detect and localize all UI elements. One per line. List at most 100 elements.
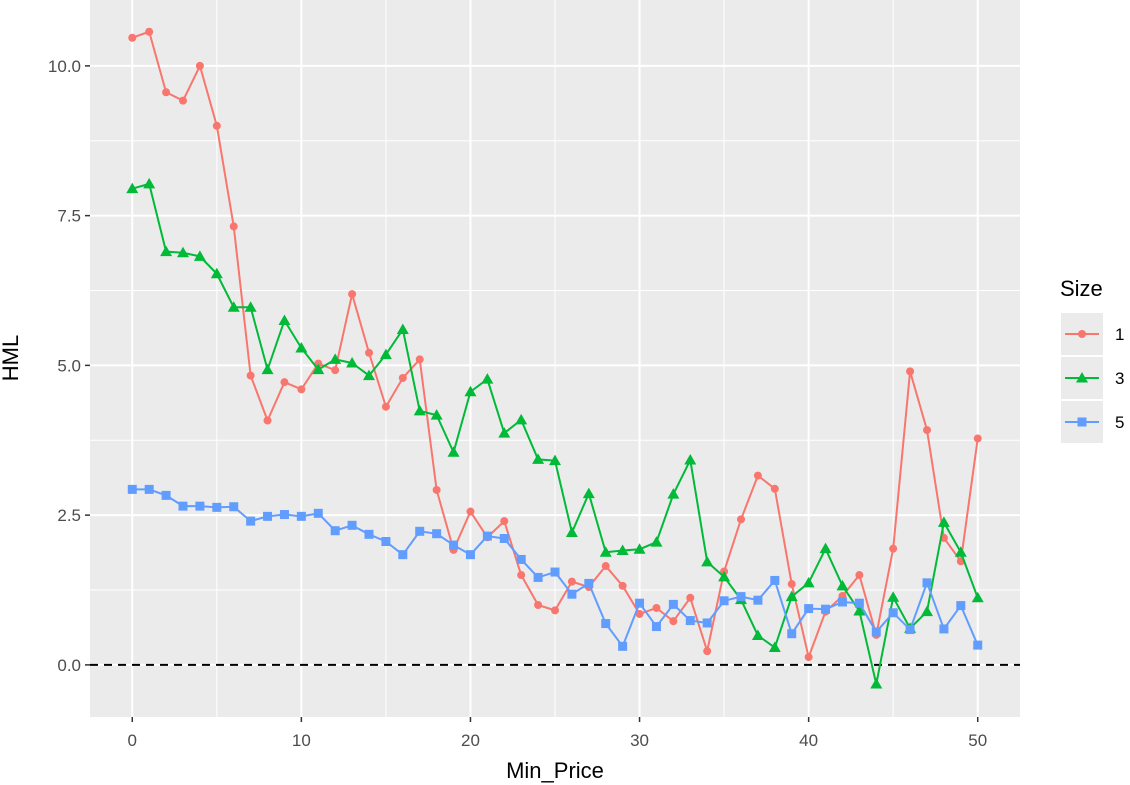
data-point-size-5	[618, 641, 628, 651]
data-point-size-1	[128, 33, 137, 42]
data-point-size-3	[802, 576, 815, 588]
data-point-size-5	[567, 589, 577, 599]
data-point-size-5	[127, 484, 137, 494]
data-point-size-3	[599, 546, 612, 557]
data-point-size-3	[887, 591, 900, 602]
data-point-size-3	[819, 542, 832, 554]
data-point-size-3	[363, 369, 375, 381]
legend-item-size-5: 5	[1061, 401, 1124, 443]
data-point-size-5	[821, 604, 831, 614]
data-point-size-3	[160, 245, 173, 257]
y-tick-label: 10.0	[48, 57, 81, 76]
data-point-size-3	[667, 488, 680, 499]
data-point-size-3	[582, 487, 595, 499]
data-point-size-1	[618, 581, 627, 590]
data-point-size-3	[312, 363, 325, 375]
data-point-size-1	[297, 385, 306, 394]
data-point-size-1	[635, 609, 644, 618]
data-point-size-1	[652, 603, 661, 612]
data-point-size-3	[295, 342, 308, 353]
data-point-size-1	[331, 366, 340, 375]
data-point-size-5	[330, 526, 340, 536]
data-point-size-3	[650, 536, 663, 547]
y-axis-title: HML	[0, 335, 23, 381]
data-point-size-5	[905, 625, 915, 635]
y-tick-label: 7.5	[57, 207, 81, 226]
data-point-size-5	[516, 554, 526, 564]
data-point-size-1	[162, 88, 171, 97]
data-point-size-5	[702, 618, 712, 628]
data-point-size-5	[432, 529, 442, 539]
data-point-size-3	[481, 373, 494, 384]
data-point-size-5	[770, 575, 780, 585]
data-point-size-3	[954, 546, 967, 557]
data-point-size-1	[212, 121, 221, 130]
data-point-size-5	[956, 601, 966, 611]
data-point-size-3	[498, 427, 511, 438]
data-point-size-5	[313, 508, 323, 518]
data-point-size-1	[855, 571, 864, 580]
data-point-size-5	[482, 531, 492, 541]
data-point-size-1	[246, 371, 255, 380]
legend-key-marker	[1076, 372, 1088, 383]
data-point-size-5	[195, 501, 205, 511]
data-point-size-1	[415, 355, 424, 364]
data-point-size-3	[413, 404, 426, 416]
x-tick-label: 0	[128, 731, 137, 750]
data-point-size-5	[871, 627, 881, 637]
data-point-size-1	[889, 544, 898, 553]
data-point-size-5	[212, 502, 222, 512]
data-point-size-1	[906, 367, 915, 376]
data-point-size-3	[143, 177, 156, 189]
data-point-size-3	[870, 678, 883, 689]
x-tick-label: 20	[461, 731, 480, 750]
data-point-size-3	[616, 544, 629, 555]
data-point-size-3	[278, 314, 291, 325]
data-point-size-5	[668, 599, 678, 609]
y-tick-label: 5.0	[57, 356, 81, 375]
data-point-size-5	[398, 550, 408, 560]
data-point-size-5	[854, 598, 864, 608]
data-point-size-5	[347, 520, 357, 530]
data-point-size-3	[379, 348, 392, 360]
data-point-size-3	[718, 570, 731, 582]
data-point-size-5	[550, 567, 560, 577]
data-point-size-5	[601, 619, 611, 629]
legend-key-marker	[1077, 417, 1087, 427]
legend-label-size-3: 3	[1115, 369, 1124, 388]
legend-key-marker	[1078, 330, 1086, 338]
y-tick-label: 2.5	[57, 506, 81, 525]
data-point-size-1	[398, 373, 407, 382]
data-point-size-1	[432, 485, 441, 494]
series-layer	[126, 27, 984, 689]
data-point-size-3	[227, 301, 240, 312]
data-point-size-5	[246, 516, 256, 526]
data-point-size-3	[346, 356, 359, 368]
legend-item-size-3: 3	[1061, 357, 1124, 399]
data-point-size-3	[684, 454, 697, 465]
data-point-size-5	[415, 526, 425, 536]
data-point-size-1	[280, 378, 289, 387]
data-point-size-1	[348, 290, 357, 299]
data-point-size-3	[329, 353, 342, 364]
data-point-size-1	[787, 580, 796, 589]
data-point-size-5	[279, 510, 289, 520]
data-point-size-3	[261, 363, 274, 375]
data-point-size-3	[210, 267, 223, 279]
data-point-size-3	[464, 385, 477, 397]
data-point-size-3	[921, 605, 933, 617]
data-point-size-3	[971, 591, 984, 603]
data-point-size-5	[651, 622, 661, 632]
data-point-size-3	[836, 579, 849, 591]
data-point-size-1	[229, 222, 238, 231]
data-point-size-5	[973, 640, 983, 650]
legend-title: Size	[1060, 276, 1103, 301]
data-point-size-5	[584, 578, 594, 588]
x-tick-label: 40	[799, 731, 818, 750]
data-point-size-3	[515, 413, 528, 425]
data-point-size-5	[736, 592, 746, 602]
data-point-size-1	[263, 416, 272, 425]
data-point-size-1	[567, 577, 576, 586]
data-point-size-1	[365, 348, 373, 357]
data-point-size-3	[126, 182, 139, 194]
